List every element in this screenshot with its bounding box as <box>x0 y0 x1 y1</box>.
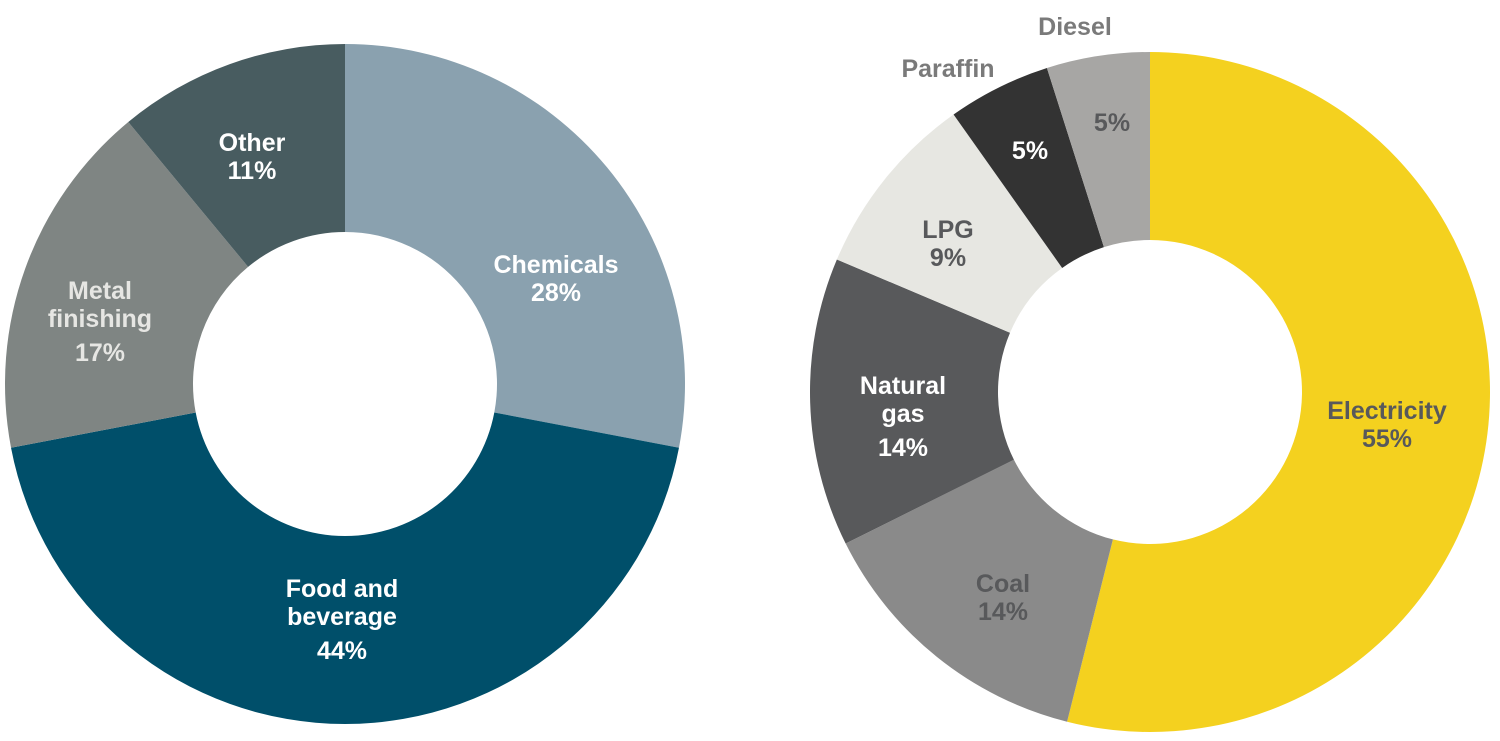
data-label-natural-gas-name: gas <box>881 400 924 428</box>
data-label-chemicals-name: Chemicals <box>493 251 618 279</box>
data-label-metal-finishing-name: finishing <box>48 305 152 333</box>
data-label-chemicals-value: 28% <box>531 279 581 307</box>
data-label-natural-gas-name: Natural <box>860 372 946 400</box>
data-label-lpg-value: 9% <box>930 244 966 272</box>
data-label-food-and-beverage-value: 44% <box>317 637 367 665</box>
slice-chemicals <box>345 44 686 448</box>
slice-metal-finishing <box>4 122 249 448</box>
data-label-diesel-value: 5% <box>1094 109 1130 137</box>
slice-lpg <box>836 114 1063 333</box>
data-label-natural-gas-value: 14% <box>878 434 928 462</box>
slice-diesel <box>1046 52 1150 248</box>
data-label-other-name: Other <box>219 129 286 157</box>
data-label-metal-finishing-name: Metal <box>68 277 132 305</box>
slice-paraffin <box>953 67 1104 268</box>
data-label-coal-name: Coal <box>976 570 1030 598</box>
slice-electricity <box>1067 52 1490 732</box>
slice-natural-gas <box>810 259 1014 544</box>
slice-food-and-beverage <box>11 412 679 725</box>
slice-other <box>128 44 345 267</box>
data-label-paraffin-value: 5% <box>1012 137 1048 165</box>
data-label-other-value: 11% <box>228 157 277 185</box>
slice-coal <box>845 459 1113 722</box>
data-label-coal-value: 14% <box>978 598 1028 626</box>
data-label-paraffin-name: Paraffin <box>901 55 994 83</box>
data-label-lpg-name: LPG <box>922 216 973 244</box>
data-label-diesel-name: Diesel <box>1038 13 1112 41</box>
data-label-food-and-beverage-name: beverage <box>287 603 397 631</box>
data-label-electricity-value: 55% <box>1362 425 1412 453</box>
energy-source-donut-chart: Electricity55%Coal14%Naturalgas14%LPG9%5… <box>810 13 1490 732</box>
data-label-food-and-beverage-name: Food and <box>286 575 398 603</box>
data-label-electricity-name: Electricity <box>1327 397 1447 425</box>
data-label-metal-finishing-value: 17% <box>75 339 125 367</box>
